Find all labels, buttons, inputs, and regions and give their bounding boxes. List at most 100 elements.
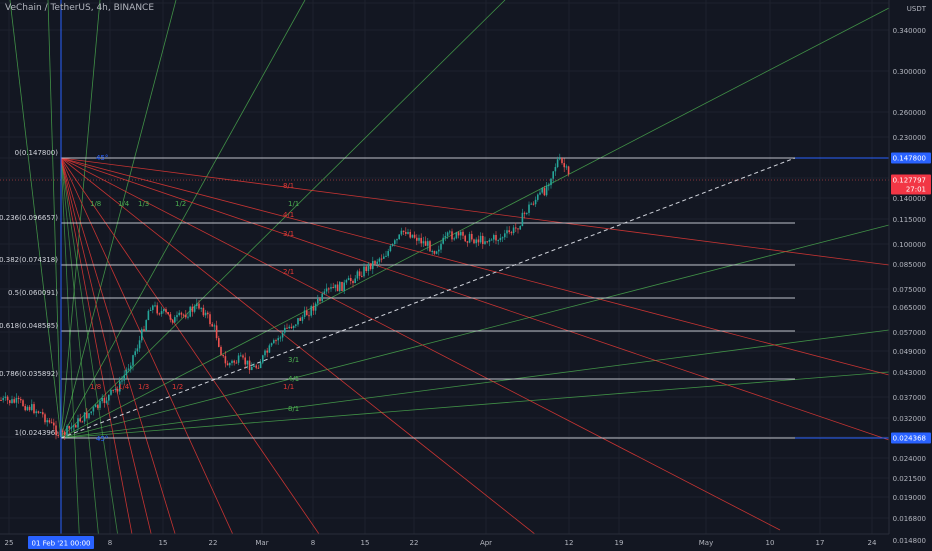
candle-body	[361, 275, 363, 277]
candle-body	[455, 232, 458, 239]
candle-body	[292, 325, 295, 329]
candle-body	[196, 303, 198, 307]
candle-body	[468, 233, 471, 243]
candle-body	[422, 241, 425, 244]
gann-line-green	[60, 0, 306, 439]
gann-label-red: 1/2	[172, 383, 183, 391]
candle-body	[2, 397, 4, 401]
candle-body	[369, 263, 372, 270]
candle-body	[310, 306, 312, 316]
candle-body	[211, 324, 213, 327]
candle-body	[235, 362, 238, 364]
candle-body	[110, 389, 112, 395]
fib-level-label: 0.236(0.096657)	[0, 214, 58, 222]
candle-body	[308, 315, 310, 317]
candle-body	[35, 411, 37, 414]
gann-label-green: 1/3	[138, 200, 149, 208]
candle-body	[528, 204, 530, 213]
candle-body	[356, 271, 359, 279]
candle-body	[259, 362, 262, 369]
candle-body	[372, 261, 374, 270]
fib-retracement[interactable]: 0(0.147800) 0.236(0.096657) 0.382(0.074318…	[0, 149, 889, 439]
candle-body	[224, 356, 227, 364]
time-axis[interactable]	[0, 534, 889, 551]
candle-body	[499, 237, 502, 241]
candle-body	[543, 188, 546, 196]
candle-body	[143, 329, 145, 331]
fib-level-label: 0.5(0.060091)	[8, 289, 58, 297]
candle-body	[427, 241, 429, 246]
gann-label-green: 1/2	[175, 200, 186, 208]
candle-body	[251, 366, 253, 371]
candle-body	[15, 397, 18, 403]
gann-line-green	[60, 0, 177, 439]
gann-line-green	[60, 0, 506, 439]
candle-body	[147, 310, 150, 321]
gann-label-red: 3/1	[283, 230, 294, 238]
candle-body	[189, 306, 191, 317]
candle-body	[152, 305, 154, 310]
gann-label-red: 1/8	[90, 383, 101, 391]
candle-body	[506, 230, 508, 234]
candle-body	[339, 281, 341, 292]
candle-body	[61, 430, 64, 432]
gann-45-label: 45°	[96, 154, 108, 162]
fib-level-label: 0.618(0.048585)	[0, 322, 58, 330]
candle-body	[167, 312, 169, 315]
candle-body	[563, 163, 565, 168]
candle-body	[127, 368, 130, 370]
candlestick-series	[0, 153, 889, 440]
candle-body	[328, 288, 330, 290]
candle-body	[48, 420, 51, 423]
candle-body	[286, 327, 288, 329]
gann-label-green: 4/1	[288, 375, 299, 383]
gann-line-red	[60, 157, 890, 441]
candle-body	[105, 400, 108, 403]
candle-body	[240, 355, 242, 357]
candle-body	[94, 404, 97, 408]
candle-body	[193, 306, 196, 312]
candle-body	[396, 239, 398, 241]
candle-body	[303, 310, 306, 317]
candle-body	[59, 430, 62, 436]
candle-body	[297, 318, 299, 325]
candle-body	[83, 412, 86, 422]
candle-body	[363, 266, 365, 277]
candle-body	[367, 263, 370, 272]
candle-body	[552, 171, 554, 179]
candle-body	[132, 355, 134, 366]
candle-body	[229, 363, 231, 366]
candle-body	[165, 309, 167, 313]
candle-body	[97, 404, 99, 408]
candle-body	[365, 266, 367, 272]
candle-body	[488, 239, 491, 242]
candle-body	[376, 261, 378, 264]
candle-body	[323, 291, 326, 294]
candle-body	[539, 192, 541, 195]
candle-body	[204, 312, 207, 316]
gann-line-green	[9, 0, 62, 439]
candle-body	[508, 230, 510, 233]
candle-body	[187, 316, 189, 318]
candle-body	[354, 278, 356, 284]
candle-body	[446, 232, 449, 236]
candle-body	[402, 230, 405, 232]
candle-body	[37, 411, 40, 413]
candle-body	[330, 287, 332, 289]
candle-body	[350, 278, 352, 281]
candle-body	[530, 203, 532, 205]
candle-body	[182, 314, 185, 316]
candle-body	[389, 245, 392, 252]
gann-line-red	[60, 157, 890, 376]
candle-body	[270, 343, 273, 346]
gann-label-red: 1/3	[138, 383, 149, 391]
candle-body	[246, 360, 249, 365]
candle-body	[13, 399, 15, 403]
price-axis[interactable]	[889, 0, 932, 550]
candle-body	[26, 406, 29, 411]
candle-body	[64, 431, 66, 436]
candle-body	[130, 365, 132, 369]
candle-body	[264, 350, 266, 356]
candle-body	[55, 425, 57, 435]
